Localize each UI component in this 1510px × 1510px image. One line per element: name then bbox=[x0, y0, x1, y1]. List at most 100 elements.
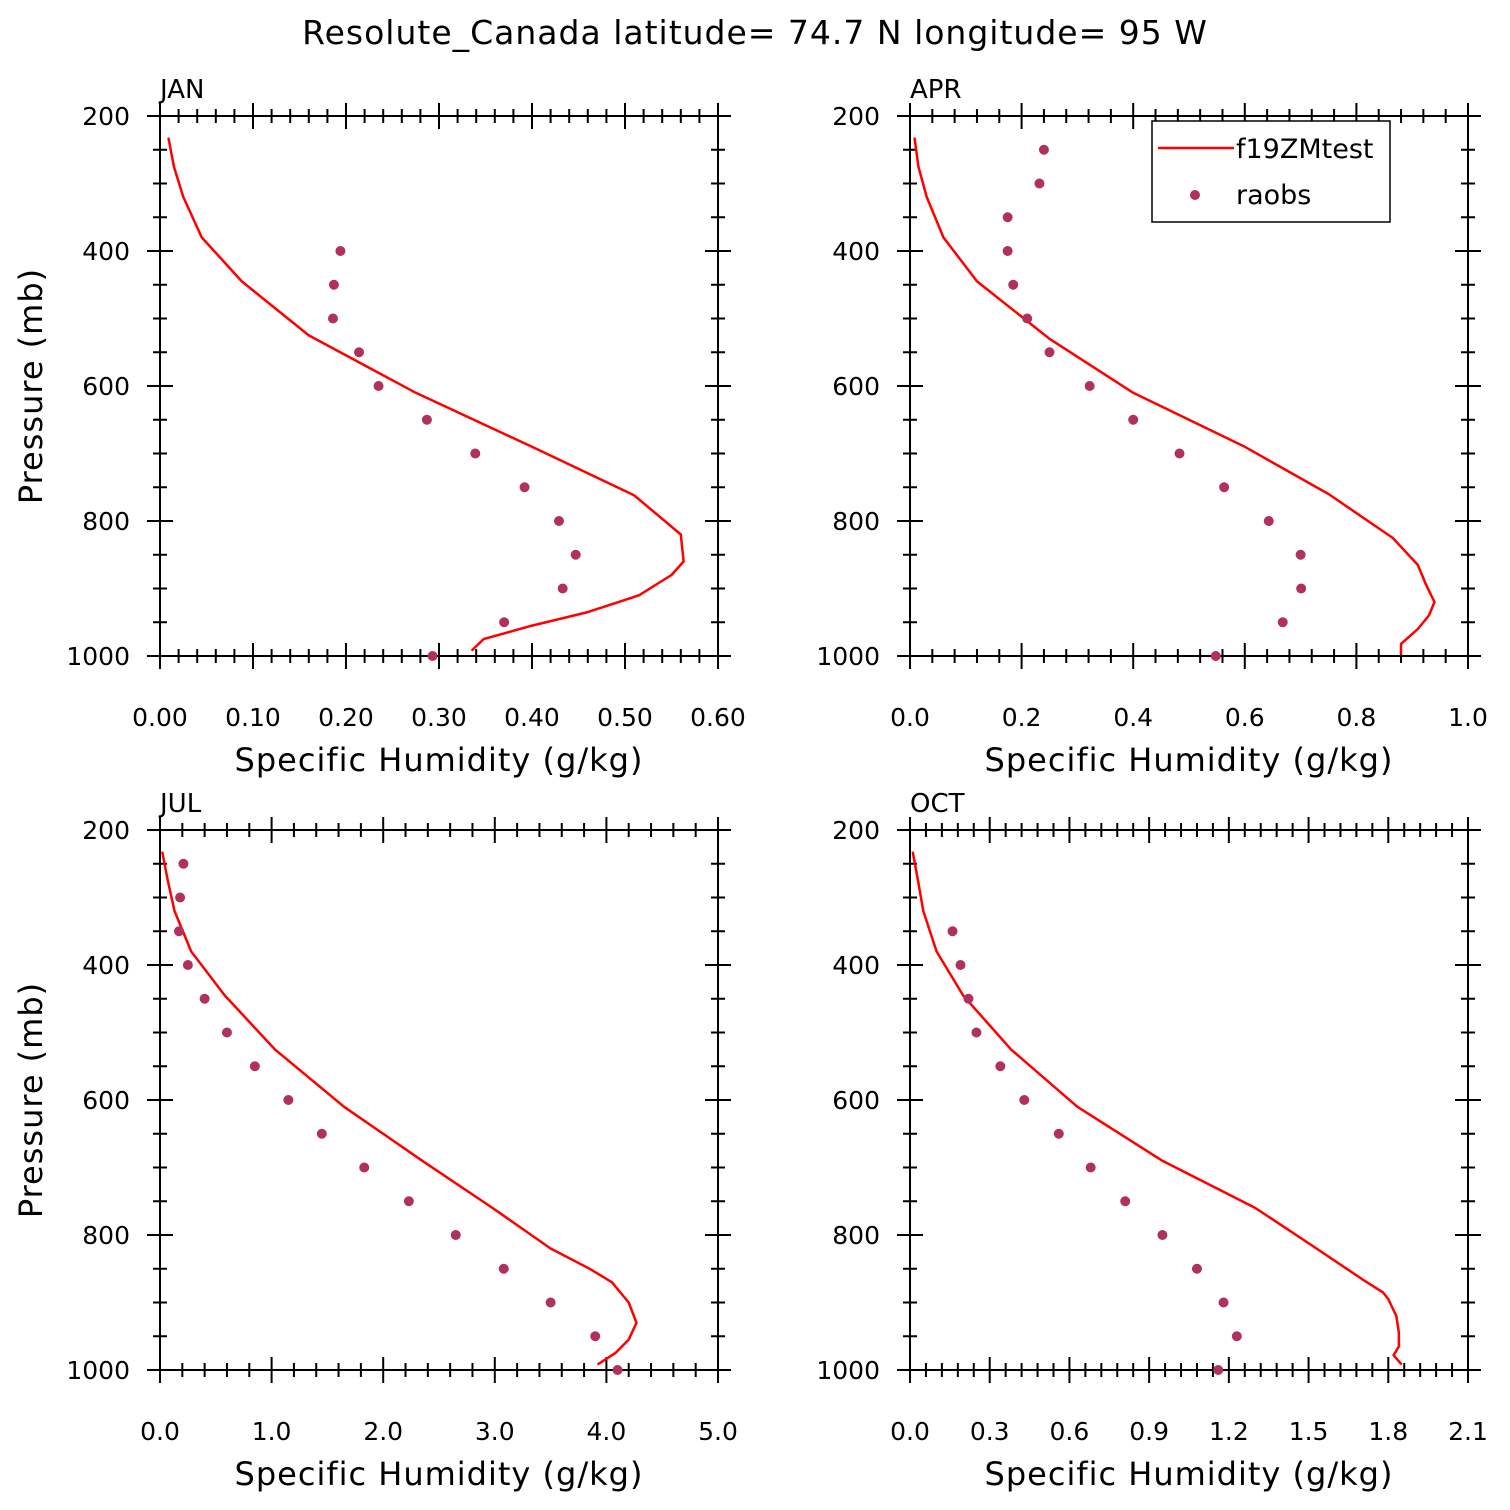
raobs-point bbox=[327, 313, 338, 324]
raobs-point bbox=[427, 651, 438, 661]
raobs-point bbox=[498, 1263, 509, 1274]
x-tick-label: 0.6 bbox=[1225, 703, 1265, 732]
raobs-point bbox=[1296, 583, 1307, 594]
x-tick-label: 3.0 bbox=[475, 1417, 515, 1446]
y-tick-label: 600 bbox=[82, 1086, 130, 1115]
raobs-point bbox=[1263, 516, 1274, 526]
y-tick-label: 400 bbox=[832, 951, 880, 980]
raobs-point bbox=[403, 1196, 414, 1207]
raobs-point bbox=[249, 1061, 260, 1072]
y-tick-label: 800 bbox=[82, 507, 130, 536]
panel-apr: APR 200 400 600 800 1000 0.0 0.2 0.4 0.6 0.8 1.0 Spe… bbox=[816, 75, 1488, 779]
y-tick-label: 400 bbox=[82, 951, 130, 980]
raobs-point bbox=[1174, 448, 1185, 459]
x-tick-label: 0.4 bbox=[1113, 703, 1153, 732]
raobs-point bbox=[328, 279, 339, 290]
plot-frame bbox=[909, 829, 1469, 1371]
legend-dot-swatch bbox=[1190, 190, 1200, 200]
y-tick-label: 400 bbox=[832, 237, 880, 266]
panel-title: APR bbox=[910, 75, 962, 105]
raobs-point bbox=[173, 926, 184, 937]
x-axis-label: Specific Humidity (g/kg) bbox=[985, 741, 1394, 779]
raobs-point bbox=[545, 1297, 556, 1308]
y-tick-label: 400 bbox=[82, 237, 130, 266]
raobs-point bbox=[1022, 313, 1033, 324]
raobs-point bbox=[1231, 1331, 1242, 1342]
y-tick-label: 600 bbox=[82, 372, 130, 401]
raobs-point bbox=[557, 583, 568, 594]
raobs-point bbox=[570, 549, 581, 560]
raobs-point bbox=[971, 1027, 982, 1038]
raobs-point bbox=[1191, 1263, 1202, 1274]
raobs-point bbox=[1128, 414, 1139, 425]
x-tick-label: 1.0 bbox=[1448, 703, 1488, 732]
raobs-point bbox=[1038, 144, 1049, 155]
x-tick-label: 1.0 bbox=[252, 1417, 292, 1446]
y-tick-label: 800 bbox=[832, 507, 880, 536]
y-tick-label: 1000 bbox=[816, 1356, 880, 1385]
y-axis-label: Pressure (mb) bbox=[12, 982, 50, 1218]
series-line-f19zmtest bbox=[913, 137, 1436, 655]
raobs-point bbox=[373, 381, 384, 391]
x-tick-label: 1.5 bbox=[1289, 1417, 1329, 1446]
y-tick-label: 1000 bbox=[816, 642, 880, 671]
raobs-point bbox=[1008, 279, 1019, 290]
panel-oct: OCT 200 400 600 800 1000 0.0 0.3 0.6 0.9 1.2 1.5 1.8… bbox=[816, 789, 1488, 1493]
raobs-point bbox=[1044, 347, 1055, 358]
x-tick-label: 0.0 bbox=[140, 1417, 180, 1446]
raobs-point bbox=[1120, 1196, 1131, 1207]
y-tick-label: 600 bbox=[832, 372, 880, 401]
x-tick-label: 0.10 bbox=[225, 703, 281, 732]
y-tick-label: 200 bbox=[832, 816, 880, 845]
raobs-point bbox=[612, 1365, 623, 1375]
raobs-point bbox=[519, 482, 530, 493]
raobs-point bbox=[175, 892, 186, 903]
raobs-point bbox=[553, 516, 564, 526]
panel-title: JUL bbox=[158, 789, 202, 819]
raobs-point bbox=[955, 960, 966, 970]
panel-title: OCT bbox=[910, 789, 965, 819]
raobs-point bbox=[178, 858, 189, 869]
raobs-point bbox=[1034, 178, 1045, 189]
x-tick-label: 4.0 bbox=[587, 1417, 627, 1446]
raobs-point bbox=[316, 1128, 327, 1139]
panel-title: JAN bbox=[158, 75, 204, 105]
x-tick-label: 0.50 bbox=[597, 703, 653, 732]
y-tick-label: 600 bbox=[832, 1086, 880, 1115]
raobs-point bbox=[1084, 381, 1095, 391]
raobs-point bbox=[470, 448, 481, 459]
series-line-f19zmtest bbox=[160, 851, 638, 1366]
x-tick-label: 0.40 bbox=[504, 703, 560, 732]
y-tick-label: 200 bbox=[832, 102, 880, 131]
raobs-point bbox=[1053, 1128, 1064, 1139]
y-tick-label: 200 bbox=[82, 102, 130, 131]
raobs-point bbox=[963, 993, 974, 1004]
raobs-point bbox=[947, 926, 958, 937]
figure-title: Resolute_Canada latitude= 74.7 N longitu… bbox=[302, 13, 1208, 52]
x-tick-label: 0.20 bbox=[318, 703, 374, 732]
raobs-point bbox=[335, 246, 346, 256]
x-tick-label: 0.0 bbox=[890, 703, 930, 732]
legend: f19ZMtest raobs bbox=[1151, 120, 1391, 223]
raobs-point bbox=[1002, 212, 1013, 223]
raobs-point bbox=[499, 617, 510, 628]
raobs-point bbox=[1002, 246, 1013, 256]
raobs-point bbox=[199, 993, 210, 1004]
y-axis-label: Pressure (mb) bbox=[12, 268, 50, 504]
x-tick-label: 5.0 bbox=[698, 1417, 738, 1446]
legend-label-raobs: raobs bbox=[1236, 180, 1311, 211]
y-tick-label: 1000 bbox=[66, 642, 130, 671]
x-axis-label: Specific Humidity (g/kg) bbox=[985, 1455, 1394, 1493]
x-tick-label: 1.8 bbox=[1368, 1417, 1408, 1446]
series-line-f19zmtest bbox=[911, 851, 1403, 1366]
raobs-point bbox=[1019, 1095, 1030, 1105]
x-tick-label: 0.9 bbox=[1129, 1417, 1169, 1446]
raobs-point bbox=[354, 347, 365, 358]
raobs-point bbox=[1213, 1365, 1224, 1375]
x-tick-label: 0.30 bbox=[411, 703, 467, 732]
x-tick-label: 0.0 bbox=[890, 1417, 930, 1446]
raobs-point bbox=[1277, 617, 1288, 628]
raobs-point bbox=[450, 1230, 461, 1240]
x-tick-label: 1.2 bbox=[1209, 1417, 1249, 1446]
